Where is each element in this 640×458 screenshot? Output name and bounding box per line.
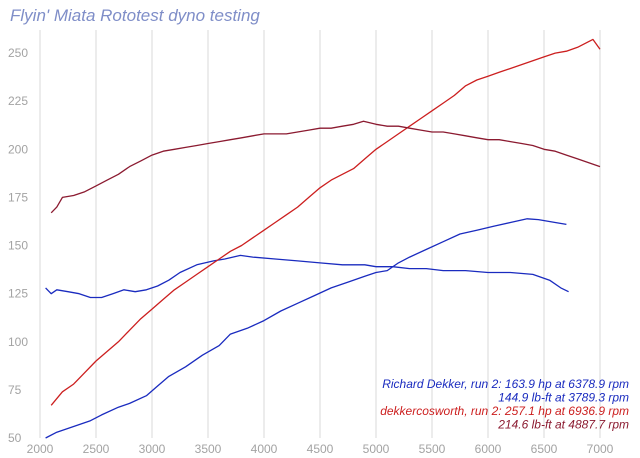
series-line-dekker_tq — [45, 254, 569, 299]
x-tick-label: 3000 — [139, 442, 166, 456]
x-tick-label: 4500 — [307, 442, 334, 456]
x-tick-labels: 2000 2500 3000 3500 4000 4500 5000 5500 6000 6500… — [27, 442, 614, 456]
y-tick-label: 175 — [8, 190, 28, 204]
legend: Richard Dekker, run 2: 163.9 hp at 6378.… — [380, 377, 629, 432]
x-tick-label: 3500 — [195, 442, 222, 456]
grid-lines — [39, 30, 601, 438]
x-tick-label: 5500 — [419, 442, 446, 456]
x-tick-label: 5000 — [363, 442, 390, 456]
y-tick-label: 50 — [8, 431, 22, 445]
series-line-dekker_hp — [45, 218, 567, 439]
y-tick-label: 225 — [8, 94, 28, 108]
legend-entry: 214.6 lb-ft at 4887.7 rpm — [497, 418, 629, 432]
x-tick-label: 2500 — [83, 442, 110, 456]
series-line-cosworth_tq — [50, 120, 601, 214]
chart-title: Flyin' Miata Rototest dyno testing — [10, 6, 260, 25]
x-tick-label: 4000 — [251, 442, 278, 456]
x-tick-label: 7000 — [587, 442, 614, 456]
y-tick-label: 150 — [8, 239, 28, 253]
y-tick-label: 250 — [8, 46, 28, 60]
series-line-cosworth_hp — [50, 38, 601, 406]
legend-entry: dekkercosworth, run 2: 257.1 hp at 6936.… — [380, 404, 629, 418]
y-tick-label: 200 — [8, 142, 28, 156]
y-tick-label: 100 — [8, 335, 28, 349]
y-tick-labels: 50 75 100 125 150 175 200 225 250 — [8, 46, 28, 445]
y-tick-label: 75 — [8, 383, 22, 397]
x-tick-label: 6500 — [531, 442, 558, 456]
x-tick-label: 2000 — [27, 442, 54, 456]
x-tick-label: 6000 — [475, 442, 502, 456]
series-lines — [45, 38, 601, 439]
y-tick-label: 125 — [8, 287, 28, 301]
legend-entry: 144.9 lb-ft at 3789.3 rpm — [498, 391, 629, 405]
legend-entry: Richard Dekker, run 2: 163.9 hp at 6378.… — [382, 377, 629, 391]
